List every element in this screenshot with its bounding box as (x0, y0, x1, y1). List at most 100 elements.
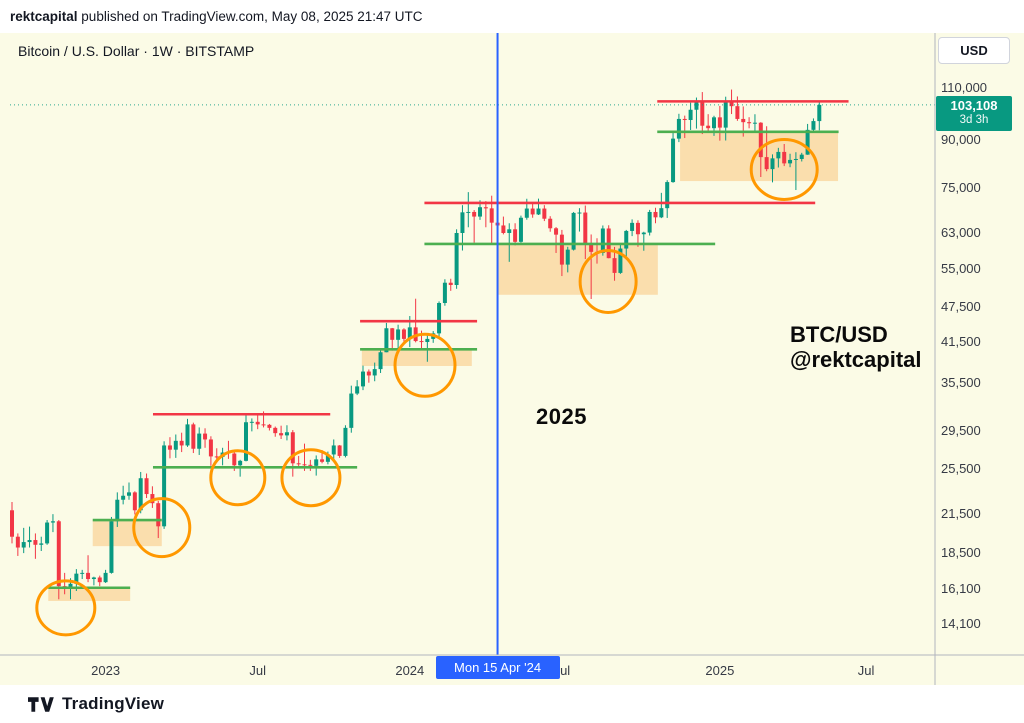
candle (454, 229, 459, 289)
candle (799, 152, 804, 162)
candle (641, 231, 646, 251)
candle (659, 192, 664, 219)
candle (378, 350, 383, 373)
candle (817, 102, 822, 131)
candle (10, 502, 14, 544)
candle (103, 569, 108, 583)
candle (688, 102, 693, 130)
price-tick-label: 25,500 (941, 461, 981, 477)
tradingview-wordmark[interactable]: TradingView (62, 694, 165, 713)
candle (366, 369, 371, 383)
time-tick-label: Jul (249, 663, 266, 678)
zones-layer (48, 131, 839, 601)
price-tick-label: 55,000 (941, 260, 981, 276)
candle (284, 425, 289, 441)
candle (764, 126, 769, 172)
candle (507, 223, 512, 262)
candle (179, 432, 184, 453)
retest-circle[interactable] (749, 137, 819, 201)
candle (782, 144, 787, 167)
last-price-badge: 103,108 3d 3h (936, 95, 1012, 131)
candle (676, 113, 681, 143)
candle (647, 209, 652, 236)
candle-countdown: 3d 3h (959, 113, 989, 126)
candle (314, 455, 319, 476)
candle (565, 246, 570, 273)
candle (109, 516, 114, 574)
footer-bar: TradingView (0, 685, 1024, 723)
currency-toggle-button[interactable]: USD (938, 37, 1010, 64)
price-tick-label: 16,100 (941, 581, 981, 597)
candle (396, 324, 401, 349)
retest-circle[interactable] (35, 579, 97, 637)
candle (279, 425, 284, 439)
time-tick-label: 2025 (705, 663, 735, 678)
candle (86, 555, 91, 583)
candle (793, 152, 798, 191)
retest-circle[interactable] (280, 448, 342, 508)
candle (776, 147, 781, 168)
price-tick-label: 47,500 (941, 299, 981, 315)
candle (466, 192, 471, 228)
candle (747, 117, 752, 129)
candle (56, 520, 61, 600)
candle (39, 536, 44, 552)
candle (197, 427, 202, 455)
candle (132, 491, 137, 515)
symbol-legend: Bitcoin / U.S. Dollar · 1W · BITSTAMP (18, 43, 255, 59)
chart-area: Bitcoin / U.S. Dollar · 1W · BITSTAMP US… (0, 33, 1024, 685)
candle (483, 201, 488, 228)
candle (21, 527, 26, 554)
candle (121, 485, 126, 505)
price-tick-label: 90,000 (941, 132, 981, 148)
price-tick-label: 35,500 (941, 375, 981, 391)
retest-circle[interactable] (132, 497, 192, 559)
price-tick-label: 75,000 (941, 179, 981, 195)
chart-canvas[interactable] (0, 33, 1024, 685)
candle (15, 533, 20, 556)
candle (518, 215, 523, 243)
candle (390, 327, 395, 351)
candle (559, 229, 564, 277)
candle (700, 92, 705, 135)
candle (717, 105, 722, 141)
candle (127, 482, 131, 500)
candle (384, 322, 389, 353)
candle (331, 439, 336, 459)
candle (361, 365, 365, 391)
candle (290, 430, 295, 477)
candle (91, 576, 96, 586)
price-tick-label: 41,500 (941, 334, 981, 350)
tradingview-logo-icon[interactable] (28, 696, 54, 712)
candle (203, 428, 208, 448)
candle (401, 328, 406, 343)
candle (542, 205, 547, 222)
candle (337, 445, 342, 458)
price-tick-label: 18,500 (941, 545, 981, 561)
candle (80, 569, 85, 580)
candle (150, 486, 155, 508)
candle (343, 425, 348, 458)
candle (308, 459, 313, 471)
candle (162, 441, 167, 529)
time-tick-label: 2024 (395, 663, 425, 678)
candle (173, 434, 178, 458)
support-zone (92, 520, 162, 547)
retest-circle[interactable] (578, 248, 638, 314)
candle (606, 225, 611, 259)
author-name: rektcapital (10, 9, 78, 24)
publish-bar: rektcapital published on TradingView.com… (0, 0, 1024, 33)
candle (244, 415, 248, 462)
retest-circle[interactable] (393, 332, 457, 398)
candle (50, 514, 55, 533)
candle (273, 426, 278, 437)
annotation-author-text: @rektcapital (790, 347, 922, 372)
price-tick-label: 110,000 (941, 80, 988, 95)
retest-circle[interactable] (209, 449, 267, 507)
annotation-year-label: 2025 (536, 404, 587, 429)
candle (249, 418, 254, 432)
candle (618, 243, 623, 274)
support-zone (497, 243, 658, 295)
last-price-value: 103,108 (950, 97, 998, 113)
candle (255, 413, 260, 430)
